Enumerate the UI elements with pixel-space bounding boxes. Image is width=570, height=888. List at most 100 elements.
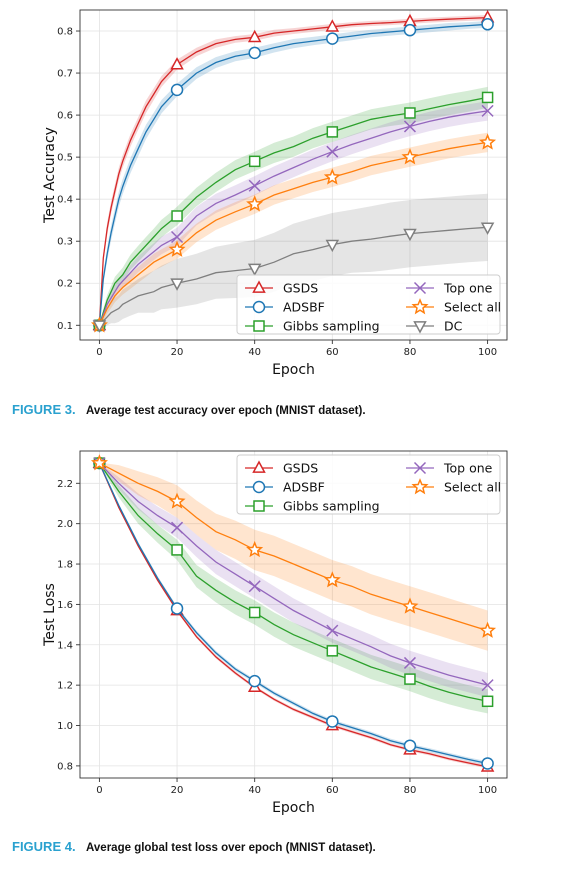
loss-point-top-one (326, 624, 339, 637)
loss-point-adsbf (481, 757, 494, 770)
acc-legend: GSDS ADSBF Gibbs sampling Top one Select all… (236, 274, 501, 335)
acc-point-dc (170, 278, 184, 291)
figure-3-caption: FIGURE 3. Average test accuracy over epo… (12, 401, 366, 419)
acc-point-select-all (168, 240, 186, 257)
loss-legend-marker (411, 478, 429, 495)
loss-markers-top-one (93, 457, 494, 692)
loss-ytick-label: 1.4 (57, 640, 73, 651)
acc-plot-frame (79, 9, 508, 341)
acc-ytick-label: 0.7 (57, 69, 73, 80)
acc-legend-box (236, 274, 501, 335)
acc-point-gibbs-sampling (481, 91, 494, 104)
loss-point-adsbf (403, 739, 417, 752)
acc-xtick-label: 0 (96, 347, 102, 358)
accuracy-chart: 0 20 40 60 80 100 0.1 0.2 0.3 0.4 0.5 0.6 0.7 0.8 Epoc… (42, 9, 508, 378)
loss-legend-marker (253, 500, 265, 512)
loss-legend-label: ADSBF (283, 480, 325, 495)
acc-legend-item-top-one: Top one (406, 281, 493, 296)
acc-point-dc (325, 239, 340, 253)
acc-legend-item-dc: DC (406, 319, 463, 334)
acc-point-top-one (326, 145, 339, 158)
acc-ytick-label: 0.3 (57, 237, 73, 248)
loss-legend-item-gsds: GSDS (245, 460, 318, 476)
loss-point-select-all (323, 571, 341, 588)
loss-point-adsbf (170, 602, 184, 615)
acc-x-axis-label: Epoch (272, 362, 315, 378)
loss-point-adsbf (248, 674, 261, 688)
acc-legend-marker (413, 281, 427, 295)
acc-point-gibbs-sampling (326, 126, 339, 138)
acc-ytick-label: 0.4 (57, 195, 73, 206)
loss-band-adsbf (99, 462, 488, 766)
acc-point-select-all (246, 195, 264, 212)
loss-band-top-one (99, 462, 488, 698)
loss-point-top-one (171, 521, 184, 534)
acc-point-top-one (403, 120, 416, 133)
acc-xtick-label: 20 (171, 347, 184, 358)
loss-ytick-label: 1.2 (57, 681, 73, 692)
loss-line-gsds (98, 462, 488, 768)
acc-point-adsbf (248, 46, 261, 60)
loss-point-gibbs-sampling (326, 645, 339, 657)
loss-point-select-all (90, 454, 108, 471)
acc-line-adsbf (98, 23, 488, 326)
loss-ytick-label: 1.8 (57, 560, 73, 571)
acc-legend-item-gibbs-sampling: Gibbs sampling (245, 319, 380, 334)
acc-markers-dc (92, 222, 495, 333)
loss-point-gibbs-sampling (481, 695, 494, 708)
acc-legend-label: Select all (444, 300, 501, 315)
loss-line-top-one (98, 462, 488, 686)
acc-y-axis-label: Test Accuracy (42, 127, 58, 224)
loss-point-top-one (403, 656, 416, 669)
loss-markers-select-all (90, 454, 497, 638)
acc-legend-marker (252, 300, 266, 314)
loss-xtick-label: 60 (326, 785, 339, 796)
loss-x-axis-label: Epoch (272, 800, 315, 816)
acc-point-adsbf (170, 83, 184, 97)
loss-point-gibbs-sampling (404, 673, 416, 685)
acc-ytick-label: 0.5 (57, 153, 73, 164)
loss-point-top-one (481, 679, 494, 692)
acc-xtick-label: 100 (478, 347, 497, 358)
acc-point-adsbf (481, 18, 494, 31)
figure-4-label: FIGURE 4. (12, 839, 76, 854)
acc-point-dc (403, 228, 417, 242)
loss-xtick-label: 0 (96, 785, 102, 796)
acc-ytick-label: 0.6 (57, 111, 73, 122)
loss-xtick-label: 80 (404, 785, 417, 796)
loss-legend-label: GSDS (283, 461, 318, 476)
acc-point-adsbf (326, 32, 339, 45)
acc-legend-label: ADSBF (283, 300, 325, 315)
loss-legend-item-select-all: Select all (406, 478, 501, 495)
loss-legend-label: Gibbs sampling (283, 499, 380, 514)
figure-4-caption: FIGURE 4. Average global test loss over … (12, 838, 376, 856)
acc-legend-marker (413, 321, 427, 334)
loss-point-select-all (479, 621, 497, 638)
acc-point-gsds (325, 19, 340, 32)
acc-point-top-one (481, 104, 494, 117)
acc-legend-label: DC (444, 319, 463, 334)
loss-band-select-all (99, 462, 488, 651)
loss-legend-marker (252, 480, 266, 494)
acc-point-select-all (401, 148, 419, 165)
acc-point-top-one (171, 230, 184, 244)
loss-xtick-label: 100 (478, 785, 497, 796)
acc-legend-item-gsds: GSDS (245, 280, 318, 296)
loss-line-gibbs-sampling (98, 462, 488, 702)
loss-xtick-label: 20 (171, 785, 184, 796)
loss-legend-marker (413, 461, 427, 475)
loss-point-gibbs-sampling (248, 606, 261, 619)
loss-xtick-label: 40 (248, 785, 261, 796)
acc-ytick-label: 0.8 (57, 27, 73, 38)
acc-xtick-label: 40 (248, 347, 261, 358)
acc-line-top-one (98, 110, 488, 326)
acc-line-gsds (98, 16, 488, 326)
acc-point-dc (92, 320, 107, 333)
acc-ytick-label: 0.1 (57, 321, 73, 332)
acc-point-adsbf (403, 23, 417, 37)
acc-legend-label: GSDS (283, 281, 318, 296)
loss-point-top-one (248, 580, 261, 593)
acc-line-select-all (98, 141, 488, 326)
acc-point-select-all (479, 133, 497, 150)
acc-band-dc (99, 193, 488, 328)
